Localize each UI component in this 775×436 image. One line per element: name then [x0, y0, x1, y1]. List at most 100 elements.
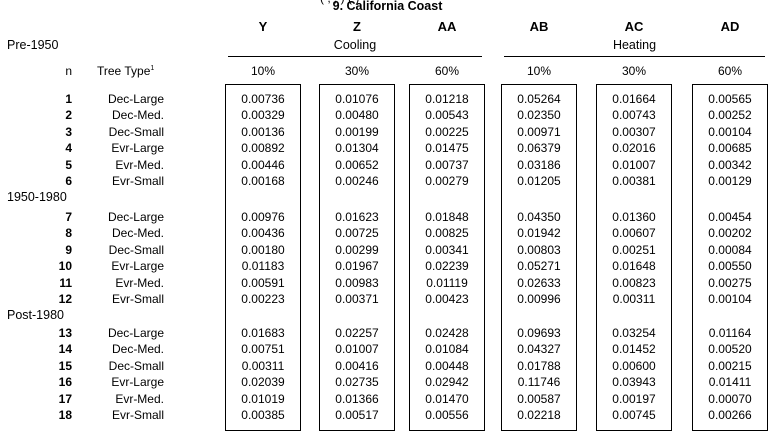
table-cell: 0.00543 — [425, 108, 469, 123]
row-tree-type: Dec-Small — [108, 358, 164, 373]
table-cell: 0.00454 — [708, 210, 752, 224]
column-letter-y: Y — [258, 19, 268, 34]
table-cell: 0.00550 — [708, 259, 752, 274]
column-box-ab — [501, 84, 577, 431]
group-cooling: Cooling — [333, 38, 377, 52]
table-cell: 0.00202 — [708, 226, 752, 241]
column-letter-aa: AA — [437, 19, 457, 34]
table-cell: 0.01788 — [517, 358, 561, 373]
table-cell: 0.01119 — [426, 275, 468, 290]
table-cell: 0.02942 — [425, 375, 469, 390]
table-cell: 0.00976 — [241, 210, 285, 224]
table-cell: 0.00342 — [708, 157, 752, 172]
table-cell: 0.01848 — [425, 210, 469, 224]
row-tree-type: Evr-Med. — [115, 391, 164, 406]
table-cell: 0.00737 — [425, 157, 469, 172]
table-cell: 0.01366 — [335, 391, 379, 406]
row-tree-type: Evr-Small — [111, 408, 164, 422]
table-cell: 0.01648 — [612, 259, 656, 274]
table-cell: 0.00745 — [612, 408, 656, 422]
table-cell: 0.00892 — [241, 141, 285, 156]
row-number: 1 — [65, 92, 72, 106]
percent-ac: 30% — [621, 64, 647, 78]
table-cell: 0.00070 — [708, 391, 752, 406]
table-cell: 0.00225 — [425, 124, 469, 139]
percent-z: 30% — [344, 64, 370, 78]
table-cell: 0.00743 — [612, 108, 656, 123]
table-cell: 0.00480 — [335, 108, 379, 123]
row-number: 7 — [65, 210, 72, 224]
row-tree-type: Evr-Med. — [115, 157, 164, 172]
table-cell: 0.02218 — [517, 408, 561, 422]
table-cell: 0.00607 — [612, 226, 656, 241]
column-box-ac — [596, 84, 672, 431]
table-cell: 0.02239 — [425, 259, 469, 274]
row-number: 15 — [58, 358, 72, 373]
percent-ab: 10% — [526, 64, 552, 78]
row-tree-type: Dec-Large — [107, 92, 164, 106]
table-cell: 0.01218 — [425, 92, 469, 106]
row-number: 13 — [58, 326, 72, 340]
table-cell: 0.01183 — [241, 259, 285, 274]
table-cell: 0.00803 — [517, 242, 561, 257]
table-cell: 0.00520 — [708, 342, 752, 357]
period-1950-1980: 1950-1980 — [7, 190, 67, 204]
table-cell: 0.00983 — [335, 275, 379, 290]
table-title: 9. California Coast — [332, 0, 443, 13]
row-number: 11 — [59, 275, 72, 290]
table-cell: 0.00129 — [708, 174, 752, 188]
row-number: 2 — [65, 108, 72, 123]
table-cell: 0.00446 — [241, 157, 285, 172]
table-cell: 0.00279 — [425, 174, 469, 188]
table-cell: 0.01076 — [335, 92, 379, 106]
table-cell: 0.11746 — [517, 375, 561, 390]
table-cell: 0.00246 — [335, 174, 379, 188]
table-cell: 0.01007 — [612, 157, 656, 172]
clipped-header-text: ( , , ) ( ) — [320, 0, 359, 5]
percent-aa: 60% — [434, 64, 460, 78]
table-cell: 0.02350 — [517, 108, 561, 123]
column-letter-ad: AD — [720, 19, 740, 34]
table-cell: 0.01967 — [335, 259, 379, 274]
table-cell: 0.03254 — [612, 326, 656, 340]
row-tree-type: Dec-Large — [107, 326, 164, 340]
table-cell: 0.02633 — [517, 275, 561, 290]
table-cell: 0.00197 — [612, 391, 656, 406]
table-cell: 0.00825 — [425, 226, 469, 241]
row-tree-type: Dec-Small — [108, 242, 164, 257]
row-tree-type: Dec-Large — [107, 210, 164, 224]
row-tree-type: Evr-Med. — [115, 275, 164, 290]
column-box-aa — [409, 84, 485, 431]
table-cell: 0.01623 — [335, 210, 379, 224]
table-cell: 0.00517 — [335, 408, 379, 422]
row-tree-type: Dec-Small — [108, 124, 164, 139]
table-cell: 0.01360 — [612, 210, 656, 224]
table-cell: 0.00587 — [517, 391, 561, 406]
table-cell: 0.01019 — [241, 391, 285, 406]
row-number: 9 — [65, 242, 72, 257]
table-cell: 0.04350 — [517, 210, 561, 224]
table-cell: 0.00104 — [708, 124, 752, 139]
table-cell: 0.05271 — [517, 259, 561, 274]
table-cell: 0.00266 — [708, 408, 752, 422]
table-cell: 0.00448 — [425, 358, 469, 373]
column-letter-z: Z — [353, 19, 361, 34]
period-pre-1950: Pre-1950 — [7, 38, 59, 52]
table-cell: 0.00996 — [517, 292, 561, 306]
table-cell: 0.00381 — [612, 174, 656, 188]
table-cell: 0.00600 — [612, 358, 656, 373]
table-cell: 0.00591 — [241, 275, 285, 290]
table-cell: 0.06379 — [517, 141, 561, 156]
table-cell: 0.00104 — [708, 292, 752, 306]
table-cell: 0.02257 — [335, 326, 379, 340]
table-cell: 0.00565 — [708, 92, 752, 106]
table-cell: 0.00416 — [335, 358, 379, 373]
column-letter-ac: AC — [624, 19, 644, 34]
table-cell: 0.01205 — [517, 174, 561, 188]
table-cell: 0.00823 — [612, 275, 656, 290]
column-box-y — [225, 84, 301, 431]
header-n: n — [65, 64, 72, 78]
table-cell: 0.04327 — [517, 342, 561, 357]
table-cell: 0.01164 — [708, 326, 752, 340]
table-cell: 0.03186 — [517, 157, 561, 172]
